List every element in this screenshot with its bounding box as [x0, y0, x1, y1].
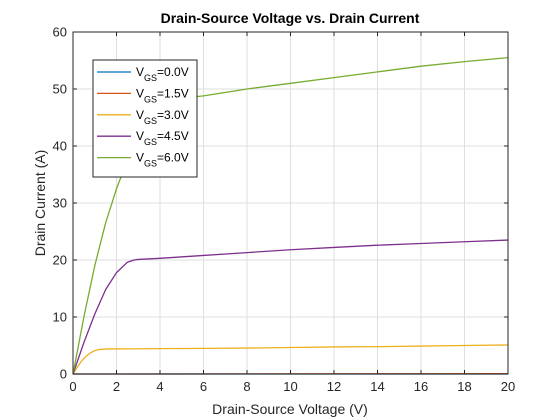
y-tick-label: 50 [53, 82, 67, 97]
y-tick-label: 40 [53, 139, 67, 154]
x-tick-label: 8 [243, 379, 250, 394]
x-tick-label: 14 [370, 379, 384, 394]
x-tick-label: 16 [414, 379, 428, 394]
axes [72, 31, 509, 375]
legend-label: VGS=4.5V [136, 129, 189, 147]
x-tick-label: 2 [113, 379, 120, 394]
legend-label: VGS=6.0V [136, 151, 189, 169]
x-tick-label: 4 [156, 379, 163, 394]
legend-label: VGS=1.5V [136, 86, 189, 104]
y-tick-label: 60 [53, 25, 67, 40]
y-tick-label: 30 [53, 196, 67, 211]
chart-title: Drain-Source Voltage vs. Drain Current [161, 10, 420, 26]
x-tick-label: 6 [200, 379, 207, 394]
legend-label: VGS=0.0V [136, 65, 189, 83]
x-axis-title: Drain-Source Voltage (V) [212, 401, 368, 417]
tick-labels: 0 2 4 6 8 10 12 14 16 18 20 0 10 20 30 40 50 60 [53, 25, 516, 395]
y-tick-label: 20 [53, 253, 67, 268]
x-tick-label: 12 [327, 379, 341, 394]
x-tick-label: 20 [501, 379, 515, 394]
legend-label: VGS=3.0V [136, 108, 189, 126]
series-line [72, 344, 509, 375]
y-axis-title: Drain Current (A) [32, 150, 48, 257]
x-tick-label: 0 [69, 379, 76, 394]
series-line [72, 239, 509, 375]
x-tick-label: 18 [457, 379, 471, 394]
legend: VGS=0.0V VGS=1.5V VGS=3.0V VGS=4.5V VGS=6.0V [92, 59, 198, 178]
x-tick-label: 10 [283, 379, 297, 394]
y-tick-label: 0 [60, 367, 67, 382]
y-tick-label: 10 [53, 310, 67, 325]
